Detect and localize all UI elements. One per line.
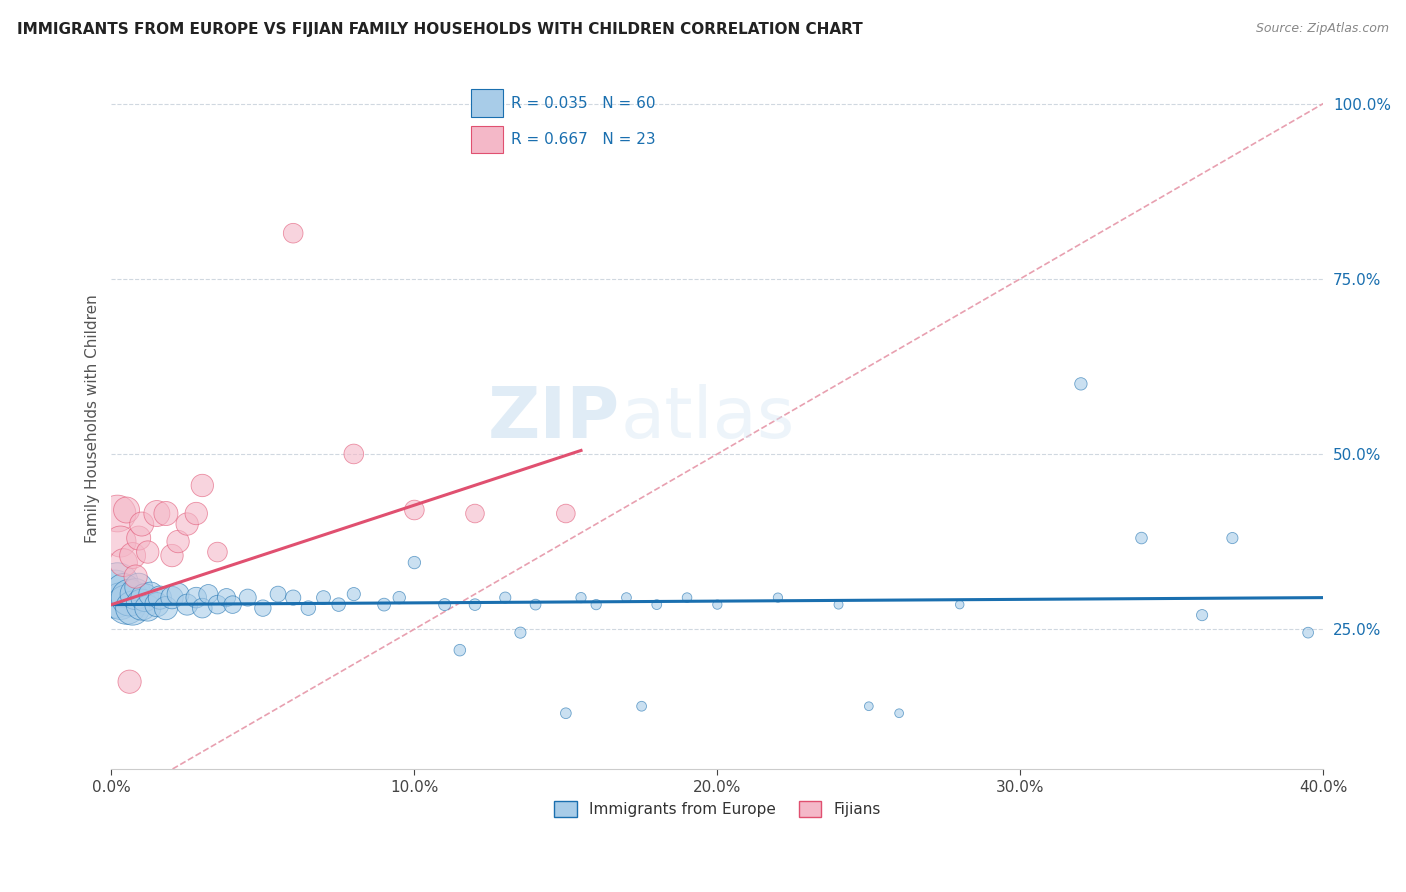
Point — [115, 598, 138, 612]
Point — [449, 643, 471, 657]
Point — [554, 706, 576, 721]
Point — [115, 503, 138, 517]
Point — [155, 601, 177, 615]
Point — [107, 576, 129, 591]
Text: atlas: atlas — [620, 384, 794, 453]
Point — [1070, 376, 1092, 391]
Point — [124, 569, 146, 583]
Point — [328, 598, 350, 612]
Point — [134, 591, 156, 605]
Point — [197, 587, 219, 601]
Point — [103, 587, 125, 601]
Point — [139, 587, 162, 601]
Point — [706, 598, 728, 612]
Point — [388, 591, 411, 605]
Point — [146, 598, 169, 612]
Point — [509, 625, 531, 640]
Point — [167, 587, 190, 601]
Point — [110, 594, 132, 608]
Point — [121, 601, 143, 615]
Point — [136, 601, 159, 615]
Point — [149, 591, 172, 605]
Point — [297, 601, 319, 615]
Point — [1191, 608, 1213, 623]
Point — [1130, 531, 1153, 545]
Point — [128, 531, 150, 545]
Point — [160, 591, 183, 605]
Point — [312, 591, 335, 605]
Point — [464, 507, 486, 521]
Point — [136, 545, 159, 559]
Point — [131, 598, 153, 612]
Point — [118, 591, 141, 605]
Point — [524, 598, 547, 612]
Point — [1296, 625, 1319, 640]
Point — [167, 534, 190, 549]
Point — [110, 534, 132, 549]
Point — [121, 549, 143, 563]
Point — [155, 507, 177, 521]
Point — [404, 556, 426, 570]
Point — [118, 674, 141, 689]
Point — [283, 591, 305, 605]
Point — [186, 507, 208, 521]
Point — [464, 598, 486, 612]
Point — [343, 587, 366, 601]
Text: ZIP: ZIP — [488, 384, 620, 453]
Point — [554, 507, 576, 521]
Point — [373, 598, 395, 612]
Legend: Immigrants from Europe, Fijians: Immigrants from Europe, Fijians — [546, 794, 889, 825]
Point — [433, 598, 456, 612]
Point — [176, 516, 198, 531]
Point — [585, 598, 607, 612]
Point — [283, 226, 305, 240]
Point — [207, 598, 229, 612]
Point — [128, 580, 150, 594]
Point — [236, 591, 259, 605]
Point — [494, 591, 516, 605]
Point — [124, 587, 146, 601]
Point — [191, 478, 214, 492]
Point — [858, 699, 880, 714]
Point — [267, 587, 290, 601]
Point — [252, 601, 274, 615]
Point — [160, 549, 183, 563]
Point — [343, 447, 366, 461]
Point — [645, 598, 668, 612]
Point — [404, 503, 426, 517]
Point — [616, 591, 638, 605]
Point — [176, 598, 198, 612]
Point — [191, 601, 214, 615]
Point — [112, 583, 135, 598]
Point — [569, 591, 592, 605]
Text: Source: ZipAtlas.com: Source: ZipAtlas.com — [1256, 22, 1389, 36]
Point — [766, 591, 789, 605]
Point — [887, 706, 910, 721]
Point — [131, 516, 153, 531]
Y-axis label: Family Households with Children: Family Households with Children — [86, 294, 100, 543]
Point — [215, 591, 238, 605]
Point — [949, 598, 972, 612]
Point — [630, 699, 652, 714]
Point — [827, 598, 849, 612]
Text: IMMIGRANTS FROM EUROPE VS FIJIAN FAMILY HOUSEHOLDS WITH CHILDREN CORRELATION CHA: IMMIGRANTS FROM EUROPE VS FIJIAN FAMILY … — [17, 22, 863, 37]
Point — [1222, 531, 1244, 545]
Point — [221, 598, 243, 612]
Point — [107, 507, 129, 521]
Point — [112, 556, 135, 570]
Point — [146, 507, 169, 521]
Point — [186, 591, 208, 605]
Point — [676, 591, 699, 605]
Point — [207, 545, 229, 559]
